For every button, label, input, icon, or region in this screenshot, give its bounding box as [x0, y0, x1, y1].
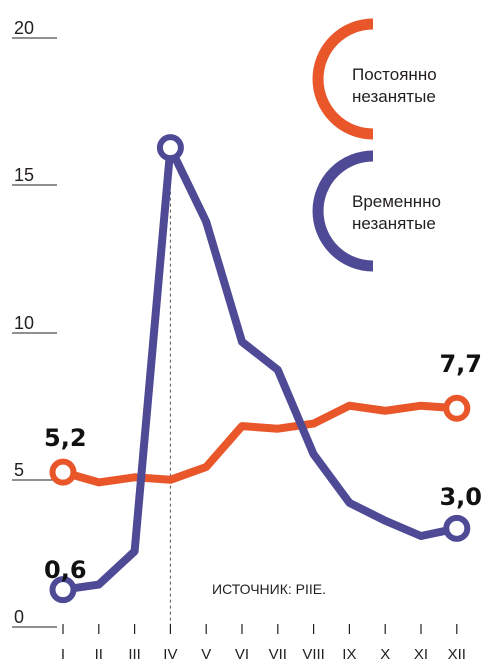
y-tick-label: 0: [14, 607, 24, 627]
series-lines: [59, 143, 461, 594]
data-label: 0,6: [44, 556, 87, 584]
data-label: 7,7: [439, 350, 482, 378]
data-point-marker: [156, 134, 184, 162]
x-tick-label: XI: [414, 646, 428, 663]
permanently-unemployed-line: [59, 401, 461, 487]
legend: Постоянно незанятые Временнно незанятые: [312, 18, 446, 272]
legend-label-permanently-unemployed: Постоянно незанятые: [352, 65, 441, 106]
y-tick-label: 10: [14, 313, 34, 333]
legend-marker-permanently-unemployed: [312, 18, 374, 140]
data-point-marker: [443, 394, 471, 422]
x-tick-label: XII: [448, 646, 466, 663]
data-point-marker: [49, 576, 77, 604]
legend-label-temporarily-unemployed: Временнно незанятые: [352, 192, 446, 233]
y-tick-label: 5: [14, 460, 24, 480]
data-label: 5,2: [44, 424, 87, 452]
x-tick-label: VIII: [302, 646, 325, 663]
x-tick-label: X: [380, 646, 390, 663]
x-tick-label: IX: [342, 646, 356, 663]
y-tick-label: 20: [14, 18, 34, 38]
y-tick-label: 15: [14, 165, 34, 185]
data-label: 3,0: [439, 483, 482, 511]
source-note: ИСТОЧНИК: PIIE.: [212, 581, 326, 597]
x-tick-label: V: [201, 646, 211, 663]
x-tick-label: II: [95, 646, 103, 663]
x-tick-label: VII: [269, 646, 287, 663]
x-tick-label: I: [61, 646, 65, 663]
endpoint-markers: [49, 134, 471, 604]
x-tick-label: VI: [235, 646, 249, 663]
temporarily-unemployed-line: [59, 143, 461, 594]
x-tick-label: III: [128, 646, 141, 663]
data-point-marker: [49, 458, 77, 486]
data-labels: 5,2 0,6 7,7 3,0: [44, 350, 482, 584]
data-point-marker: [443, 514, 471, 542]
legend-marker-temporarily-unemployed: [312, 150, 374, 272]
x-tick-label: IV: [163, 646, 177, 663]
